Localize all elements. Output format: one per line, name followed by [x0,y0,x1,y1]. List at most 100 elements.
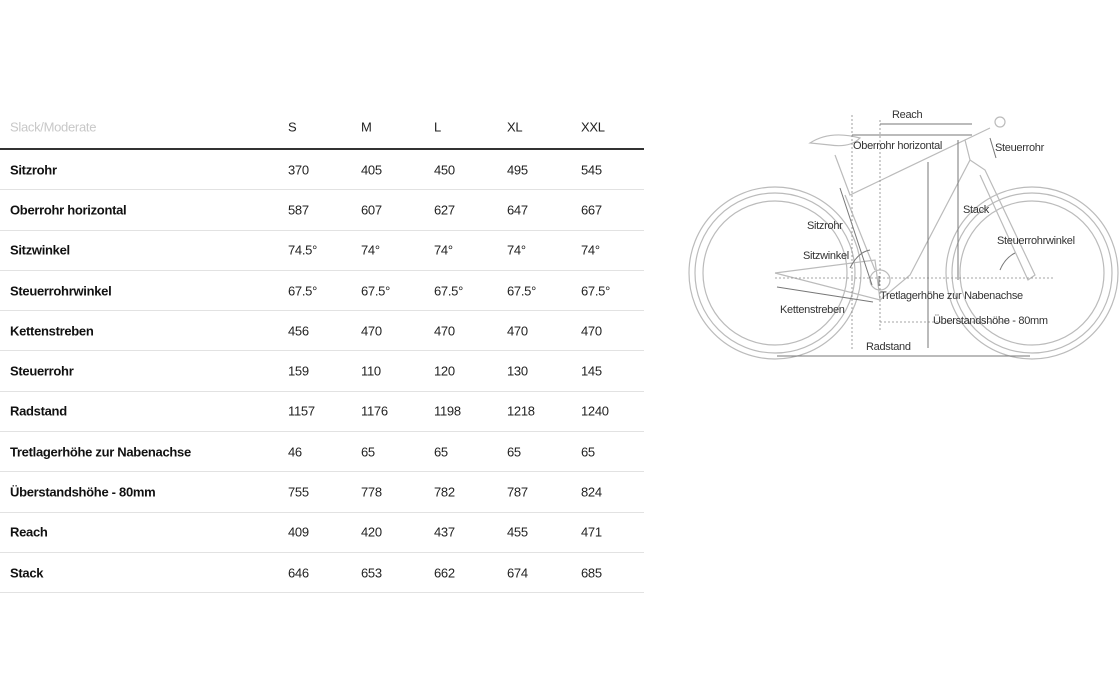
row-label: Stack [10,565,44,581]
rear-wheel [688,186,862,360]
row-value: 67.5° [581,283,611,299]
table-row: Sitzwinkel 74.5° 74° 74° 74° 74° [0,231,644,271]
row-value: 370 [288,162,309,178]
row-value: 470 [581,323,602,339]
row-value: 470 [361,323,382,339]
guide-lines [775,115,1055,350]
row-label: Steuerrohr [10,363,74,379]
row-value: 130 [507,363,528,379]
row-label: Oberrohr horizontal [10,202,127,218]
header-label: Slack/Moderate [10,119,97,135]
table-row: Reach 409 420 437 455 471 [0,513,644,553]
header-size-xl: XL [507,119,523,135]
row-value: 74° [581,242,600,258]
row-value: 782 [434,484,455,500]
row-value: 120 [434,363,455,379]
table-row: Überstandshöhe - 80mm 755 778 782 787 824 [0,472,644,513]
bike-drawing [688,115,1119,360]
row-value: 110 [361,363,381,379]
label-kettenstreben: Kettenstreben [780,304,845,316]
row-value: 65 [434,444,448,460]
table-header: Slack/Moderate S M L XL XXL [0,107,644,150]
label-reach: Reach [892,109,923,121]
row-value: 455 [507,524,528,540]
header-size-xxl: XXL [581,119,605,135]
row-value: 787 [507,484,528,500]
row-value: 1240 [581,403,609,419]
geometry-table: Slack/Moderate S M L XL XXL Sitzrohr 370 4… [0,107,644,594]
row-label: Reach [10,524,48,540]
row-value: 647 [507,202,528,218]
row-value: 1198 [434,403,461,419]
header-size-l: L [434,119,441,135]
row-value: 405 [361,162,382,178]
row-value: 662 [434,565,455,581]
label-tretlagerhoehe: Tretlagerhöhe zur Nabenachse [880,290,1023,302]
front-wheel [945,186,1119,360]
row-label: Tretlagerhöhe zur Nabenachse [10,444,191,460]
row-value: 685 [581,565,602,581]
table-row: Kettenstreben 456 470 470 470 470 [0,311,644,352]
row-label: Radstand [10,403,67,419]
row-value: 607 [361,202,382,218]
table-row: Steuerrohrwinkel 67.5° 67.5° 67.5° 67.5° 67.5… [0,271,644,312]
label-radstand: Radstand [866,341,911,353]
row-value: 755 [288,484,309,500]
row-value: 65 [507,444,521,460]
table-row: Steuerrohr 159 110 120 130 145 [0,351,644,392]
row-value: 470 [434,323,455,339]
frame [774,116,1036,301]
row-label: Sitzwinkel [10,242,70,258]
label-sitzrohr: Sitzrohr [807,220,843,232]
row-value: 65 [361,444,375,460]
row-value: 646 [288,565,309,581]
row-value: 67.5° [434,283,464,299]
row-value: 545 [581,162,602,178]
row-value: 587 [288,202,309,218]
row-value: 65 [581,444,595,460]
row-value: 1218 [507,403,535,419]
label-oberrohr-horizontal: Oberrohr horizontal [853,140,943,152]
row-value: 159 [288,363,309,379]
row-value: 824 [581,484,602,500]
row-label: Kettenstreben [10,323,94,339]
row-value: 409 [288,524,309,540]
row-value: 627 [434,202,455,218]
row-value: 145 [581,363,602,379]
row-value: 1176 [361,403,388,419]
table-row: Stack 646 653 662 674 685 [0,553,644,594]
row-value: 74° [434,242,453,258]
row-value: 653 [361,565,382,581]
dimension-arrows [776,123,1030,357]
row-value: 456 [288,323,309,339]
row-value: 420 [361,524,382,540]
row-value: 67.5° [507,283,537,299]
row-value: 470 [507,323,528,339]
row-value: 67.5° [288,283,318,299]
label-steuerrohr: Steuerrohr [995,142,1044,154]
row-value: 495 [507,162,528,178]
row-value: 1157 [288,403,315,419]
table-row: Tretlagerhöhe zur Nabenachse 46 65 65 65 65 [0,432,644,473]
bike-geometry-diagram: Reach Oberrohr horizontal Steuerrohr Sta… [680,100,1119,370]
label-steuerrohrwinkel: Steuerrohrwinkel [997,235,1075,247]
row-value: 450 [434,162,455,178]
row-value: 74° [507,242,526,258]
header-size-m: M [361,119,372,135]
row-label: Überstandshöhe - 80mm [10,484,156,500]
label-ueberstandshoehe: Überstandshöhe - 80mm [933,315,1048,327]
table-row: Oberrohr horizontal 587 607 627 647 667 [0,190,644,231]
table-row: Sitzrohr 370 405 450 495 545 [0,150,644,191]
row-value: 67.5° [361,283,391,299]
row-value: 778 [361,484,382,500]
row-label: Steuerrohrwinkel [10,283,112,299]
row-value: 74.5° [288,242,318,258]
row-value: 437 [434,524,455,540]
row-value: 667 [581,202,602,218]
header-size-s: S [288,119,297,135]
row-value: 471 [581,524,602,540]
row-value: 46 [288,444,302,460]
table-row: Radstand 1157 1176 1198 1218 1240 [0,392,644,433]
label-sitzwinkel: Sitzwinkel [803,250,849,262]
row-label: Sitzrohr [10,162,57,178]
